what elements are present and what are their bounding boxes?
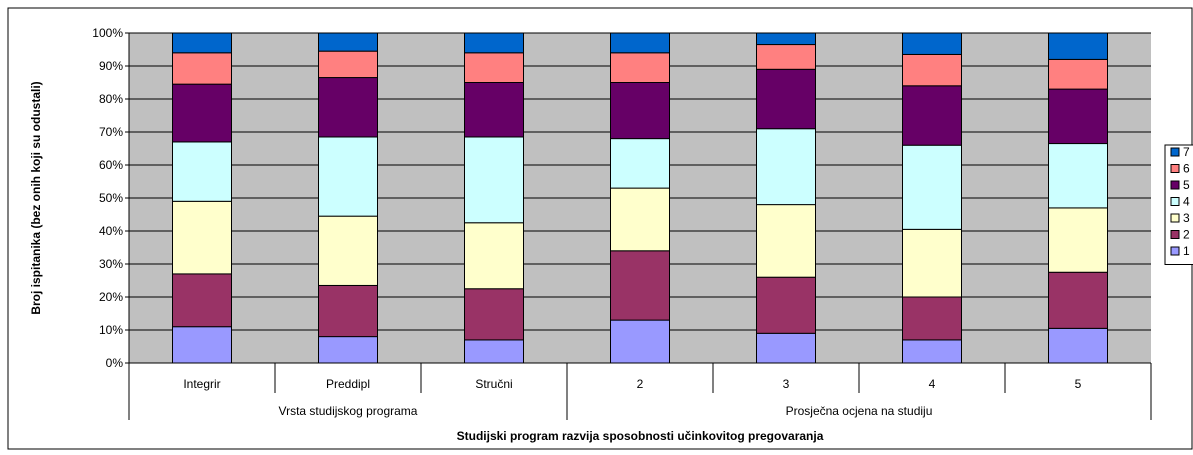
legend-swatch-2 [1170, 230, 1180, 239]
legend-swatch-5 [1170, 180, 1180, 190]
bar-segment-1 [902, 339, 962, 364]
bar-segment-7 [318, 32, 378, 52]
bar-segment-4 [610, 138, 670, 189]
x-tick-label: 4 [929, 377, 936, 391]
bar-segment-5 [1048, 88, 1108, 145]
bar-segment-4 [172, 141, 232, 202]
group-label: Prosječna ocjena na studiju [786, 404, 933, 418]
bar-segment-1 [1048, 327, 1108, 364]
bar-segment-1 [318, 336, 378, 364]
bar-segment-5 [464, 82, 524, 138]
bar-segment-3 [1048, 207, 1108, 273]
y-tick-label: 60% [99, 158, 123, 172]
y-tick-label: 90% [99, 59, 123, 73]
bar-segment-4 [318, 136, 378, 217]
bar-segment-1 [610, 319, 670, 364]
bar-segment-2 [464, 288, 524, 341]
legend-label: 6 [1183, 162, 1190, 176]
group-label: Vrsta studijskog programa [279, 404, 418, 418]
x-tick-label: Stručni [475, 377, 512, 391]
bar-segment-4 [1048, 143, 1108, 209]
bar-segment-6 [172, 52, 232, 85]
x-tick-label: 3 [783, 377, 790, 391]
bar-segment-3 [610, 187, 670, 252]
y-axis-title: Broj ispitanika (bez onih koji su odusta… [29, 81, 43, 314]
legend: 7 6 5 4 3 2 1 [1164, 144, 1193, 265]
bar-segment-7 [1048, 32, 1108, 60]
bar-segment-6 [1048, 58, 1108, 90]
legend-label: 3 [1183, 211, 1190, 225]
bar-segment-5 [756, 68, 816, 130]
bar-segment-3 [464, 222, 524, 290]
legend-label: 4 [1183, 195, 1190, 209]
y-tick-label: 30% [99, 257, 123, 271]
y-tick-label: 80% [99, 92, 123, 106]
bar-segment-6 [902, 53, 962, 87]
y-tick-label: 40% [99, 224, 123, 238]
bar-segment-2 [318, 284, 378, 338]
y-tick-label: 20% [99, 290, 123, 304]
bar-segment-2 [172, 273, 232, 328]
legend-swatch-3 [1170, 213, 1180, 223]
bar-segment-7 [902, 32, 962, 55]
bar-segment-6 [318, 50, 378, 79]
legend-swatch-7 [1170, 147, 1180, 157]
bar-segment-4 [756, 128, 816, 206]
bar-segment-5 [902, 85, 962, 146]
bar-segment-1 [756, 332, 816, 364]
bar-segment-2 [610, 250, 670, 321]
bar-segment-3 [756, 204, 816, 278]
x-tick-label: 2 [637, 377, 644, 391]
bar-segment-5 [610, 82, 670, 140]
bar-segment-2 [756, 276, 816, 334]
bar-segment-4 [902, 144, 962, 230]
bar-segment-7 [172, 32, 232, 54]
bars [172, 32, 1108, 364]
bar-segment-5 [172, 83, 232, 143]
bar-segment-5 [318, 77, 378, 138]
legend-label: 5 [1183, 178, 1190, 192]
bar-segment-6 [756, 44, 816, 70]
bar-segment-3 [318, 215, 378, 286]
bar-segment-7 [610, 32, 670, 54]
bar-segment-6 [464, 52, 524, 83]
bar-segment-6 [610, 52, 670, 83]
bar-segment-3 [172, 200, 232, 275]
x-tick-label: 5 [1075, 377, 1082, 391]
bar-segment-2 [1048, 271, 1108, 329]
y-tick-label: 0% [106, 356, 124, 370]
bar-segment-7 [464, 32, 524, 54]
y-tick-label: 10% [99, 323, 123, 337]
axes: 0% 10% 20% 30% 40% 50% 60% 70% 80% 90% 100% Integri… [92, 26, 1152, 420]
legend-swatch-1 [1170, 246, 1180, 256]
bar-segment-3 [902, 228, 962, 298]
x-tick-label: Preddipl [326, 377, 370, 391]
y-tick-label: 50% [99, 191, 123, 205]
bar-segment-1 [464, 339, 524, 364]
bar-segment-4 [464, 136, 524, 224]
x-axis-title: Studijski program razvija sposobnosti uč… [457, 429, 824, 443]
bar-segment-7 [756, 32, 816, 46]
legend-label: 2 [1183, 228, 1190, 242]
bar-segment-1 [172, 326, 232, 364]
legend-swatch-6 [1170, 164, 1180, 173]
legend-label: 7 [1183, 145, 1190, 159]
y-tick-label: 70% [99, 125, 123, 139]
legend-swatch-4 [1170, 197, 1180, 206]
bar-segment-2 [902, 296, 962, 341]
legend-label: 1 [1183, 244, 1190, 258]
x-tick-label: Integrir [183, 377, 220, 391]
y-tick-label: 100% [92, 26, 123, 40]
